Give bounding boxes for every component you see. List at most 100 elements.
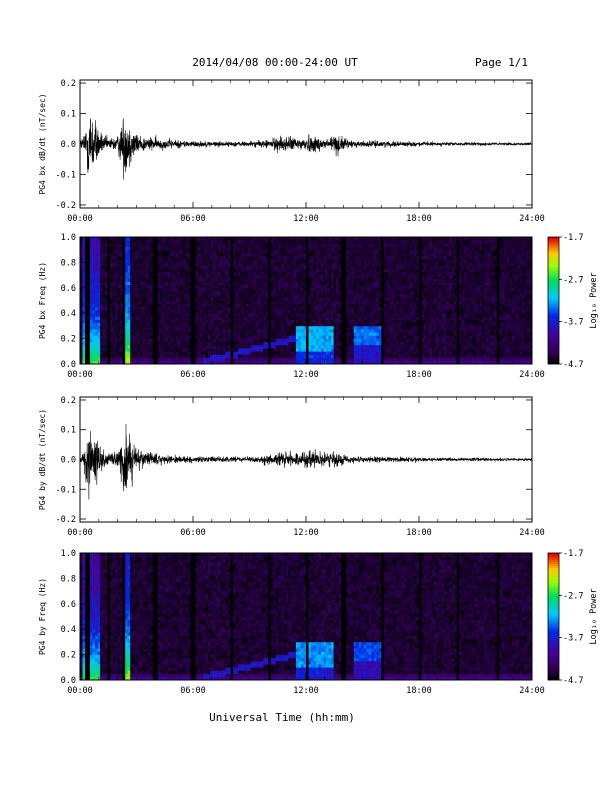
heatmap-cell [313,252,317,257]
heatmap-cell [311,262,314,266]
heatmap-cell [205,290,209,295]
heatmap-cell [117,284,121,289]
heatmap-cell [331,243,334,247]
heatmap-cell [295,325,299,330]
heatmap-cell [245,357,249,362]
heatmap-cell [145,297,149,301]
heatmap-cell [162,281,166,285]
heatmap-cell [323,275,327,279]
heatmap-cell [127,338,131,343]
heatmap-cell [341,360,344,365]
heatmap-cell [130,271,134,276]
y-tick-label: -0.2 [56,201,76,211]
heatmap-cell [381,294,385,298]
heatmap-cell [180,319,184,324]
heatmap-cell [363,240,367,244]
heatmap-cell [371,281,375,285]
heatmap-cell [290,329,294,333]
heatmap-cell [100,281,103,285]
heatmap-cell [187,335,191,339]
heatmap-cell [290,287,294,292]
heatmap-cell [142,237,146,241]
heatmap-cell [253,278,257,282]
heatmap-cell [125,316,129,320]
heatmap-cell [155,344,159,349]
heatmap-cell [308,249,312,254]
heatmap-cell [290,249,294,254]
heatmap-cell [92,268,96,273]
heatmap-cell [107,329,111,333]
heatmap-cell [321,325,324,330]
heatmap-cell [275,281,279,285]
heatmap-cell [306,357,309,362]
heatmap-cell [328,306,332,311]
heatmap-cell [185,240,189,244]
heatmap-cell [338,262,342,266]
heatmap-cell [110,306,113,311]
heatmap-cell [160,252,164,257]
heatmap-cell [270,265,274,270]
heatmap-cell [348,265,352,270]
heatmap-cell [376,252,380,257]
heatmap-cell [371,259,375,263]
heatmap-cell [356,278,360,282]
heatmap-cell [127,275,131,279]
heatmap-cell [270,319,274,324]
heatmap-cell [223,348,226,352]
heatmap-cell [235,252,239,257]
heatmap-cell [208,319,211,324]
heatmap-cell [185,300,189,304]
heatmap-cell [180,332,184,336]
heatmap-cell [147,252,151,257]
heatmap-cell [97,281,101,285]
heatmap-cell [132,322,136,327]
heatmap-cell [235,243,239,247]
heatmap-cell [230,310,234,314]
heatmap-cell [311,351,314,355]
heatmap-cell [356,243,360,247]
heatmap-cell [90,360,93,365]
heatmap-cell [105,265,108,270]
heatmap-cell [308,341,312,346]
heatmap-cell [316,332,319,336]
heatmap-cell [120,348,123,352]
heatmap-cell [295,265,299,270]
heatmap-cell [230,332,234,336]
heatmap-cell [85,259,88,263]
heatmap-cell [177,325,181,330]
heatmap-cell [82,341,86,346]
heatmap-cell [258,335,262,339]
heatmap-cell [182,240,186,244]
heatmap-cell [132,281,136,285]
heatmap-cell [190,256,194,260]
heatmap-cell [210,310,214,314]
heatmap-cell [130,306,134,311]
heatmap-cell [265,310,269,314]
heatmap-cell [145,278,149,282]
heatmap-cell [378,357,382,362]
heatmap-cell [92,252,96,257]
heatmap-cell [190,313,194,317]
heatmap-cell [210,246,214,250]
heatmap-cell [376,237,380,241]
heatmap-cell [210,268,214,273]
heatmap-cell [223,335,226,339]
heatmap-cell [250,332,254,336]
heatmap-cell [255,322,259,327]
heatmap-cell [110,332,113,336]
heatmap-cell [358,338,362,343]
heatmap-cell [353,271,357,276]
heatmap-cell [205,281,209,285]
heatmap-cell [107,249,111,254]
heatmap-cell [313,281,317,285]
heatmap-cell [112,338,116,343]
heatmap-cell [132,348,136,352]
heatmap-cell [187,246,191,250]
heatmap-cell [321,344,324,349]
x-tick-label: 06:00 [180,214,206,224]
heatmap-cell [125,329,129,333]
heatmap-cell [90,256,93,260]
heatmap-cell [311,290,314,295]
heatmap-cell [160,287,164,292]
